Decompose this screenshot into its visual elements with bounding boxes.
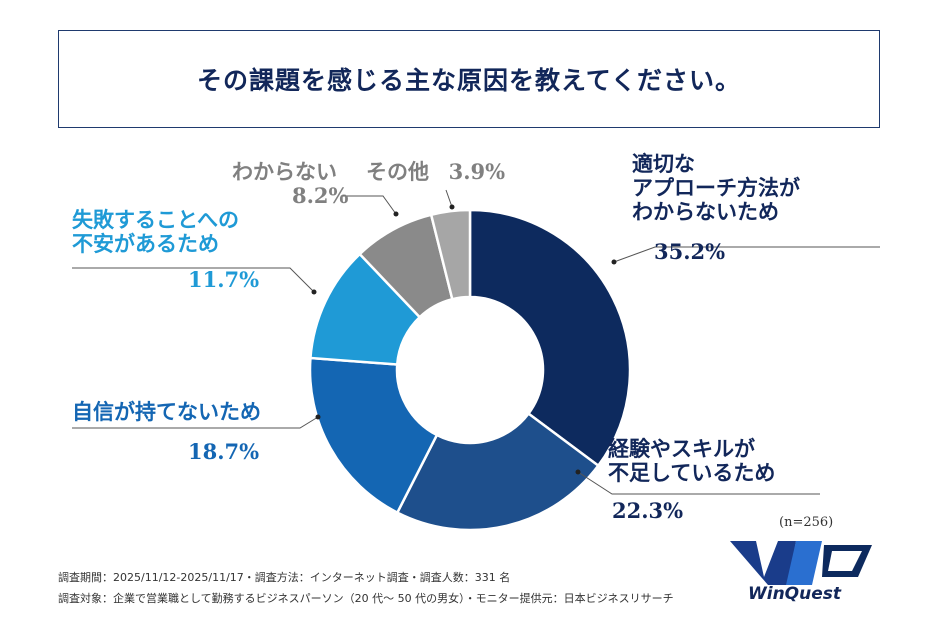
footer-line2: 調査対象：企業で営業職として勤務するビジネスパーソン（20 代～ 50 代の男女…: [58, 592, 674, 605]
slice-skill: [395, 411, 601, 532]
label-skill-line2: 不足しているため: [608, 460, 776, 486]
page-title: その課題を感じる主な原因を教えてください。: [196, 66, 741, 95]
label-fear: 失敗することへの 不安があるため 11.7%: [72, 207, 260, 293]
leader-other: [445, 189, 453, 208]
label-approach-line2: アプローチ方法が: [632, 175, 800, 201]
leader-approach: [613, 246, 880, 263]
logo-text: WinQuest: [748, 584, 842, 604]
slice-confidence: [308, 356, 439, 515]
label-approach-line3: わからないため: [632, 199, 779, 225]
leader-unknown: [342, 195, 397, 215]
slice-approach: [468, 208, 632, 468]
label-skill-line1: 経験やスキルが: [608, 436, 755, 461]
label-other: その他 3.9%: [366, 159, 506, 184]
label-other-name: その他: [366, 159, 429, 184]
label-skill-pct: 22.3%: [612, 498, 684, 524]
leader-fear: [72, 267, 315, 293]
leader-fear-dot: [311, 289, 317, 295]
label-approach-line1: 適切な: [632, 151, 695, 176]
label-unknown-pct: 8.2%: [292, 183, 349, 209]
leader-skill: [577, 471, 820, 495]
slice-other: [429, 208, 472, 301]
sample-size: (n=256): [779, 515, 834, 530]
label-confidence-line1: 自信が持てないため: [72, 399, 261, 424]
label-fear-line2: 不安があるため: [72, 231, 219, 257]
title-box: その課題を感じる主な原因を教えてください。: [58, 30, 880, 128]
label-confidence: 自信が持てないため 18.7%: [72, 399, 261, 465]
label-confidence-pct: 18.7%: [188, 439, 260, 465]
label-fear-pct: 11.7%: [188, 267, 260, 293]
label-unknown-line1: わからない: [232, 159, 337, 184]
label-skill: 経験やスキルが 不足しているため 22.3%: [608, 436, 776, 524]
label-other-pct: 3.9%: [448, 159, 506, 184]
leader-unknown-dot: [393, 211, 399, 217]
leader-confidence-dot: [315, 414, 321, 420]
label-approach: 適切な アプローチ方法が わからないため 35.2%: [632, 151, 800, 265]
label-fear-line1: 失敗することへの: [72, 207, 239, 232]
label-approach-pct: 35.2%: [654, 239, 726, 265]
leader-other-dot: [449, 204, 455, 210]
footer-line1: 調査期間：2025/11/12-2025/11/17・調査方法：インターネット調…: [58, 571, 511, 584]
leader-confidence: [72, 416, 319, 429]
label-unknown: わからない 8.2%: [232, 159, 349, 209]
winquest-logo: WinQuest: [730, 541, 872, 604]
leader-skill-dot: [575, 469, 581, 475]
leader-approach-dot: [611, 259, 617, 265]
